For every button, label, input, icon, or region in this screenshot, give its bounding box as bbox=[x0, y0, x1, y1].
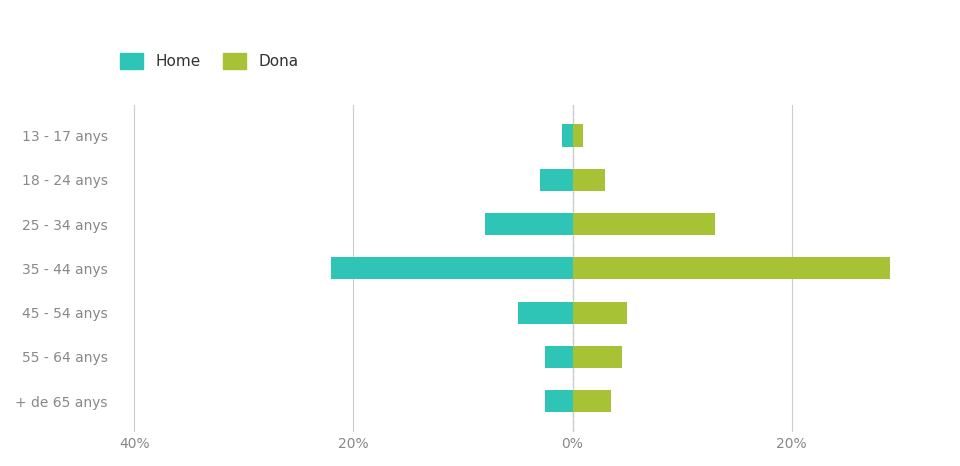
Bar bbox=[572, 346, 622, 368]
Bar bbox=[572, 257, 890, 280]
Bar bbox=[572, 169, 606, 191]
Bar bbox=[485, 213, 572, 235]
Bar bbox=[572, 213, 715, 235]
Bar bbox=[545, 390, 572, 412]
Bar bbox=[331, 257, 572, 280]
Bar bbox=[572, 390, 611, 412]
Bar bbox=[540, 169, 572, 191]
Bar bbox=[572, 124, 584, 147]
Legend: Home, Dona: Home, Dona bbox=[120, 53, 299, 69]
Bar bbox=[545, 346, 572, 368]
Bar bbox=[572, 302, 627, 324]
Bar bbox=[562, 124, 572, 147]
Bar bbox=[517, 302, 572, 324]
